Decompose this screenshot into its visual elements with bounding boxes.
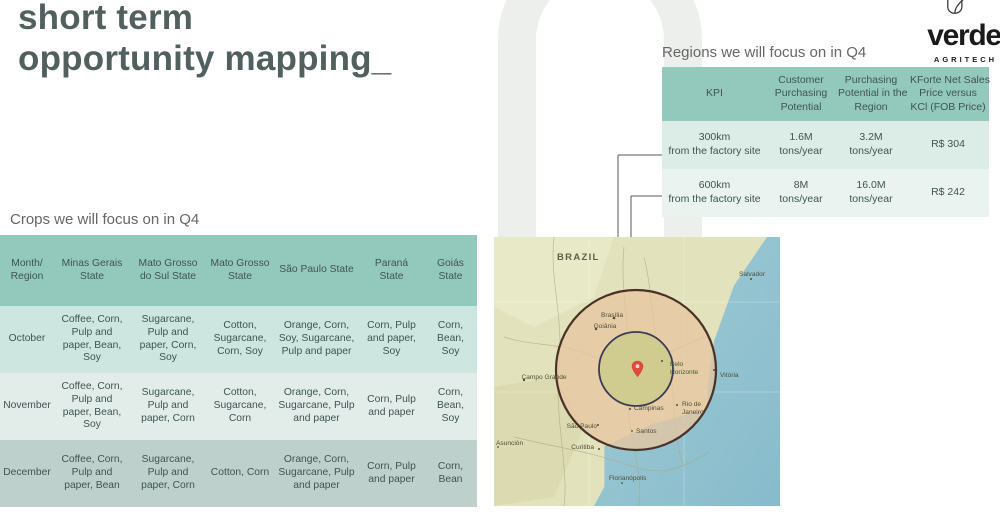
svg-text:BRAZIL: BRAZIL — [557, 252, 600, 263]
svg-text:Goiânia: Goiânia — [594, 323, 617, 330]
svg-text:Asunción: Asunción — [496, 440, 523, 447]
svg-text:Vitória: Vitória — [720, 372, 739, 379]
svg-text:Campinas: Campinas — [634, 405, 664, 412]
svg-text:Brasília: Brasília — [601, 312, 623, 319]
svg-text:Campo Grande: Campo Grande — [521, 374, 566, 381]
svg-text:Curitiba: Curitiba — [571, 444, 594, 451]
svg-text:Horizonte: Horizonte — [670, 369, 699, 376]
svg-text:Florianópolis: Florianópolis — [609, 475, 647, 482]
svg-text:Santos: Santos — [636, 428, 657, 435]
svg-text:Janeiro: Janeiro — [682, 409, 704, 416]
svg-text:Salvador: Salvador — [739, 271, 766, 278]
svg-text:Rio de: Rio de — [682, 401, 701, 408]
svg-text:Belo: Belo — [670, 361, 684, 368]
svg-text:São Paulo: São Paulo — [567, 423, 598, 430]
